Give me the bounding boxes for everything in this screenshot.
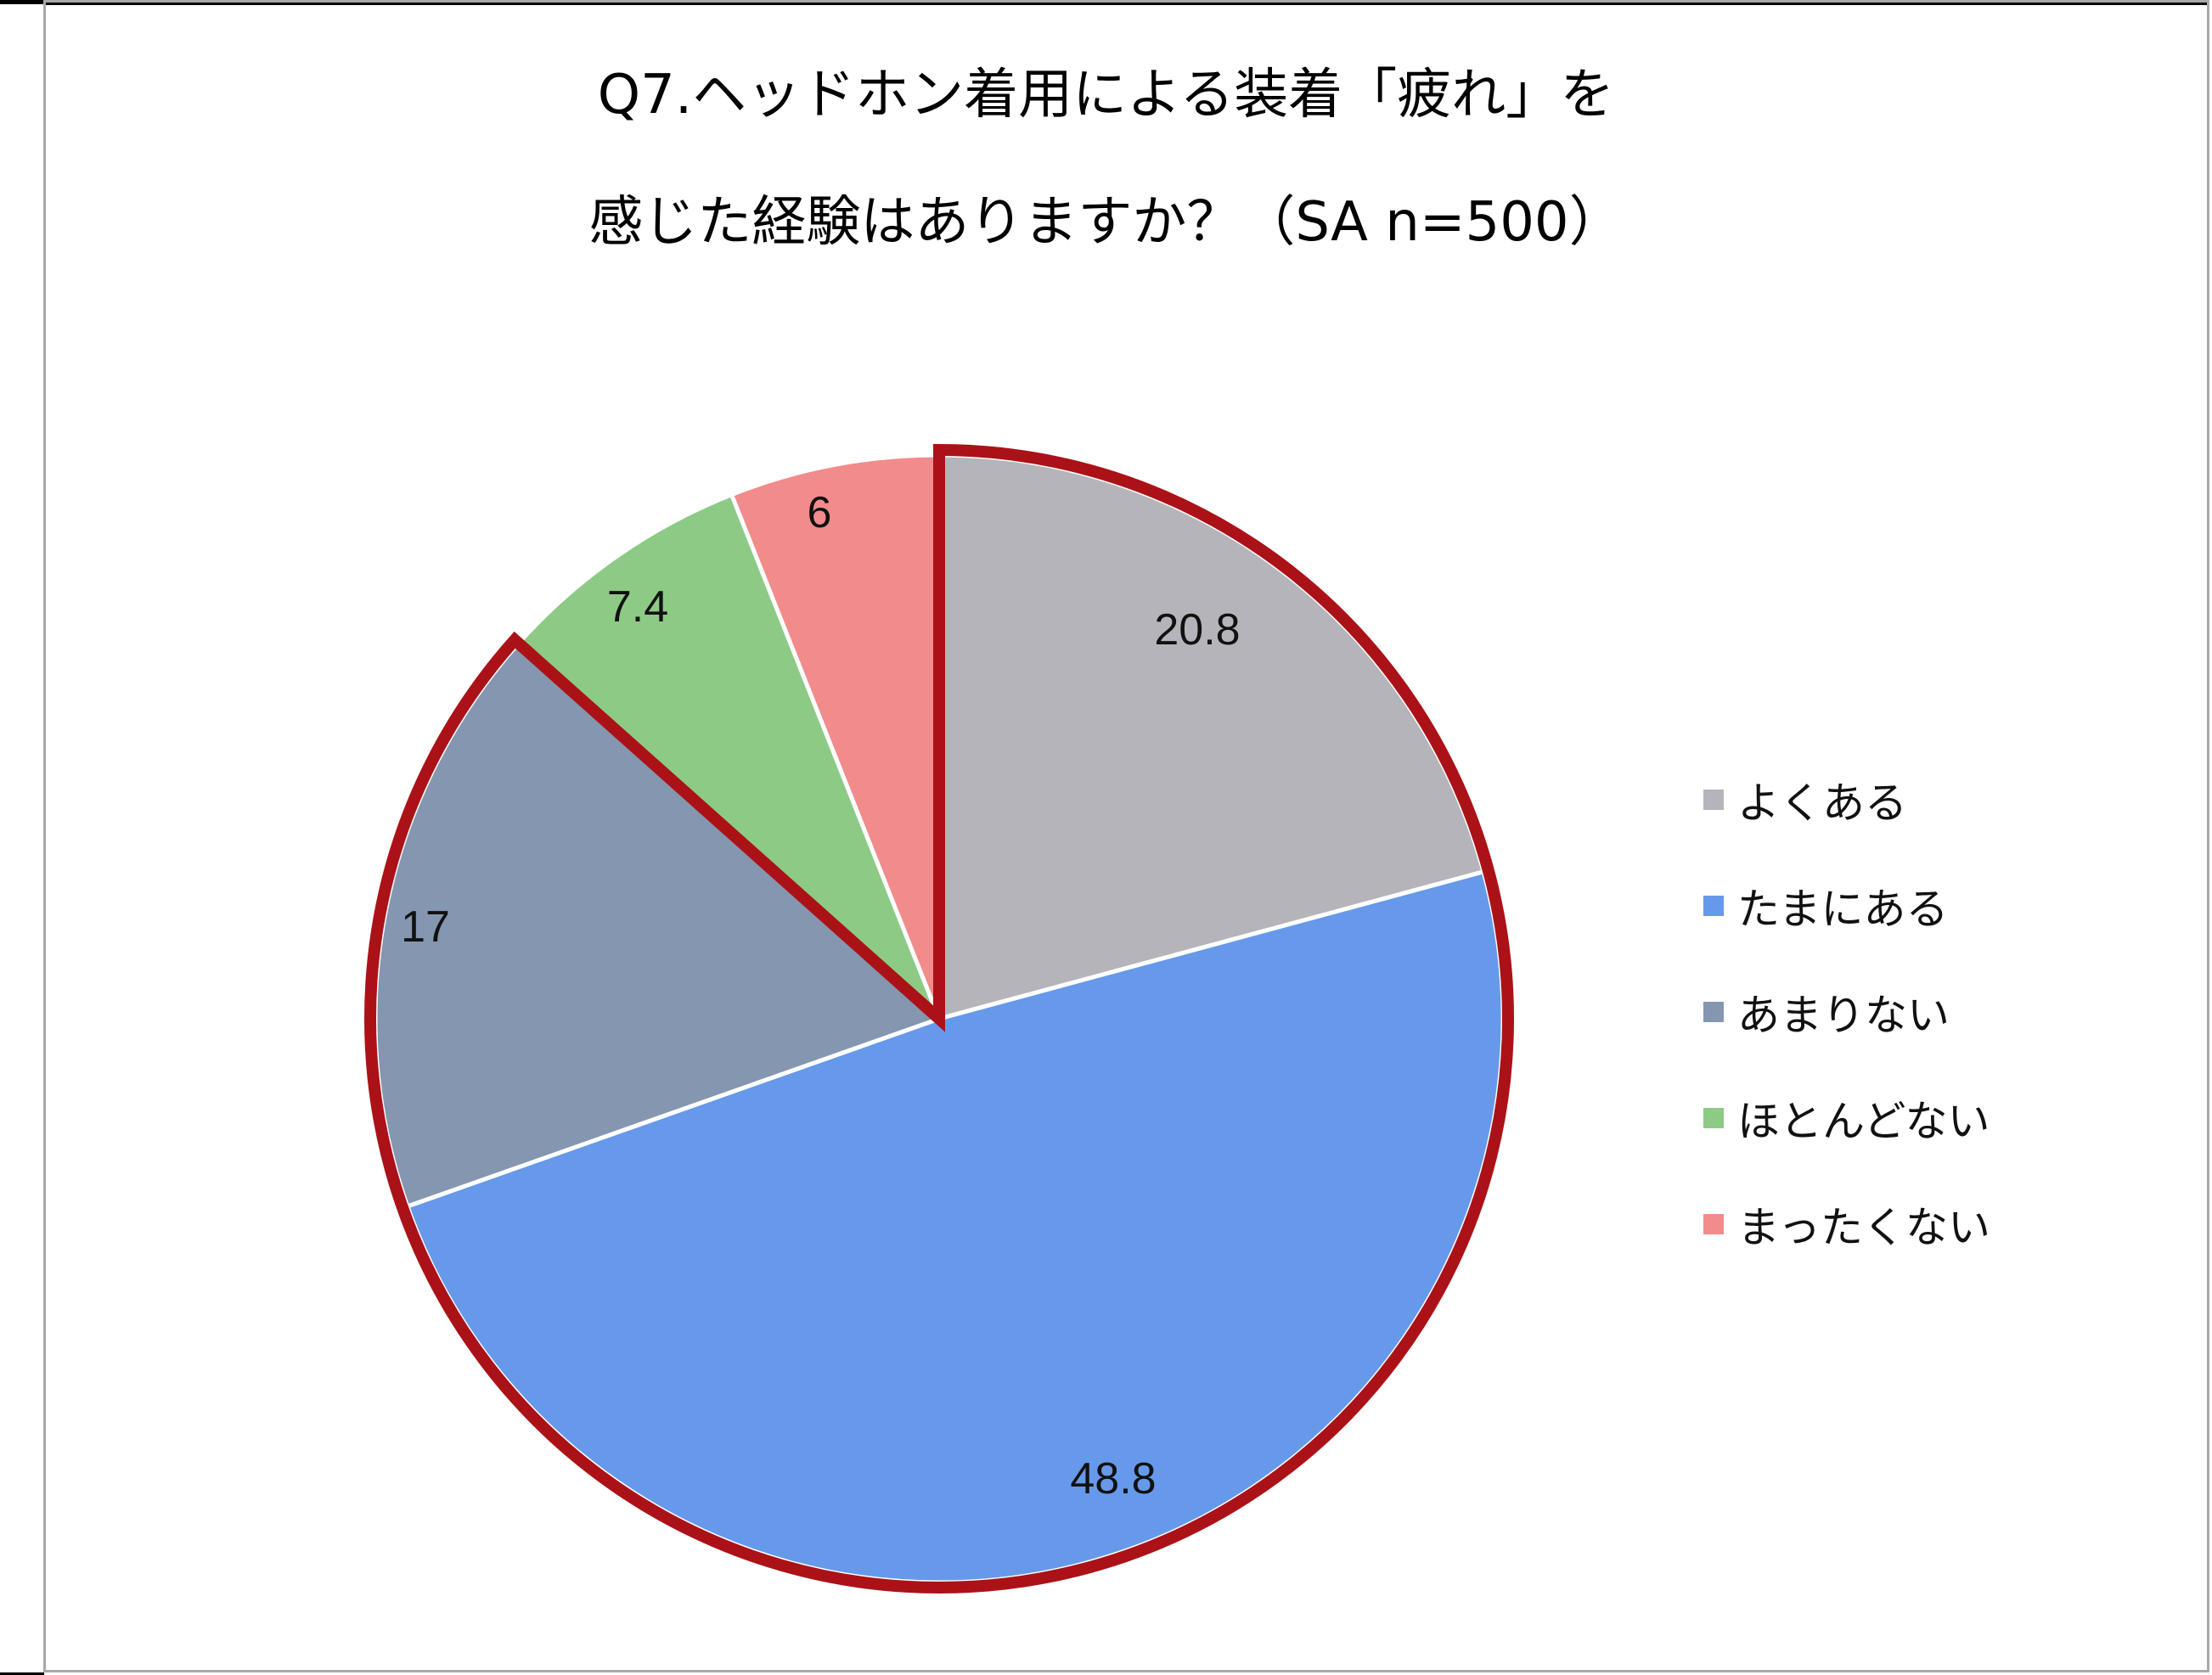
legend-swatch-icon: [1703, 1108, 1724, 1128]
pie-slices: [373, 452, 1506, 1585]
highlight-outline: [364, 443, 1514, 1593]
data-label-yoku-aru: 20.8: [1154, 605, 1241, 655]
legend-item-mattaku-nai: まったくない: [1703, 1199, 1990, 1252]
data-label-tama-ni-aru: 48.8: [1070, 1454, 1157, 1504]
data-label-amari-nai: 17: [401, 902, 450, 952]
frame-corner-top: [0, 0, 44, 4]
data-label-hotondo-nai: 7.4: [606, 582, 669, 632]
pie-slice: [515, 492, 942, 1020]
legend-label: まったくない: [1737, 1203, 1990, 1252]
legend-label: たまにある: [1737, 885, 1949, 934]
legend-label: よくある: [1737, 778, 1907, 828]
chart-title-line-2: 感じた経験はありますか？（SA n=500）: [588, 191, 1624, 254]
legend-label: あまりない: [1737, 991, 1950, 1040]
legend-swatch-icon: [1703, 896, 1724, 916]
legend-item-yoku-aru: よくある: [1703, 774, 1907, 828]
pie-slice: [729, 452, 942, 1020]
legend-item-amari-nai: あまりない: [1703, 986, 1950, 1040]
legend-swatch-icon: [1703, 790, 1724, 810]
data-label-mattaku-nai: 6: [807, 488, 832, 537]
chart-title-line-1: Q7.ヘッドホン着用による装着「疲れ」を: [597, 64, 1615, 126]
legend-item-hotondo-nai: ほとんどない: [1703, 1093, 1990, 1146]
legend-label: ほとんどない: [1737, 1097, 1990, 1146]
legend-item-tama-ni-aru: たまにある: [1703, 880, 1949, 934]
legend-swatch-icon: [1703, 1214, 1724, 1234]
legend-swatch-icon: [1703, 1002, 1724, 1022]
frame-corner-bottom: [0, 1672, 44, 1675]
